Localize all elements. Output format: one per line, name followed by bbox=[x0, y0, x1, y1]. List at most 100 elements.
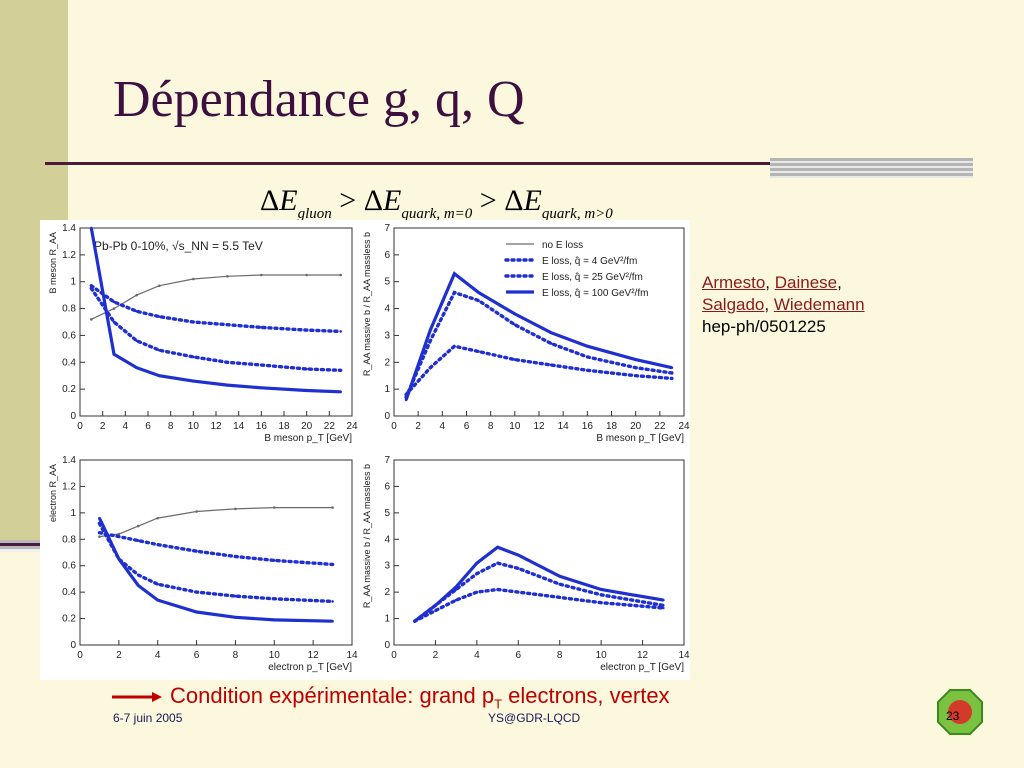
data-point bbox=[117, 535, 121, 538]
data-point bbox=[195, 549, 198, 553]
y-tick-label: 2 bbox=[384, 587, 390, 598]
x-tick-label: 16 bbox=[582, 421, 594, 432]
y-tick-label: 1.4 bbox=[62, 455, 76, 466]
data-point bbox=[158, 284, 161, 288]
x-tick-label: 22 bbox=[324, 421, 336, 432]
x-tick-label: 18 bbox=[606, 421, 618, 432]
y-tick-label: 0 bbox=[384, 640, 390, 651]
x-tick-label: 12 bbox=[308, 650, 320, 661]
plot-annotation: Pb-Pb 0-10%, √s_NN = 5.5 TeV bbox=[94, 239, 263, 253]
x-tick-label: 0 bbox=[391, 650, 397, 661]
x-tick-label: 8 bbox=[488, 421, 494, 432]
y-axis-label: B meson R_AA bbox=[48, 232, 58, 294]
x-tick-label: 4 bbox=[474, 650, 480, 661]
data-point bbox=[305, 389, 308, 392]
data-point bbox=[260, 326, 263, 329]
lab-logo bbox=[937, 689, 983, 735]
x-tick-label: 10 bbox=[509, 421, 521, 432]
data-point bbox=[661, 604, 665, 607]
data-point bbox=[428, 328, 432, 332]
data-point bbox=[586, 344, 589, 348]
x-tick-label: 6 bbox=[194, 650, 200, 661]
data-point bbox=[516, 567, 520, 570]
page-number: 23 bbox=[946, 709, 960, 723]
data-point bbox=[260, 273, 263, 277]
data-point bbox=[331, 506, 334, 509]
data-point bbox=[670, 371, 674, 375]
y-axis-label: R_AA massive b / R_AA massless b bbox=[362, 464, 372, 608]
x-axis-label: B meson p_T [GeV] bbox=[264, 433, 352, 444]
footer-date: 6-7 juin 2005 bbox=[113, 711, 183, 725]
data-point bbox=[98, 516, 101, 520]
data-point bbox=[98, 531, 101, 534]
legend-label: E loss, q̂ = 25 GeV²/fm bbox=[542, 271, 643, 283]
data-point bbox=[136, 573, 140, 577]
x-tick-label: 6 bbox=[516, 650, 522, 661]
series-line bbox=[97, 531, 335, 567]
series-line bbox=[413, 545, 664, 623]
x-tick-label: 20 bbox=[301, 421, 313, 432]
plot-frame bbox=[79, 227, 353, 417]
author-link[interactable]: Dainese bbox=[774, 273, 838, 292]
x-tick-label: 14 bbox=[678, 650, 690, 661]
data-point bbox=[135, 366, 138, 369]
series-line bbox=[99, 507, 333, 538]
data-point bbox=[135, 293, 138, 297]
data-point bbox=[516, 553, 520, 557]
data-point bbox=[192, 277, 195, 281]
x-tick-label: 8 bbox=[557, 650, 563, 661]
x-tick-label: 8 bbox=[168, 421, 174, 432]
y-tick-label: 5 bbox=[384, 508, 390, 519]
y-tick-label: 0 bbox=[70, 640, 76, 651]
series-line bbox=[404, 290, 674, 399]
y-tick-label: 0.8 bbox=[62, 534, 76, 545]
data-point bbox=[496, 545, 499, 549]
author-link[interactable]: Armesto bbox=[702, 273, 766, 292]
data-point bbox=[331, 619, 334, 623]
data-point bbox=[234, 507, 237, 511]
data-point bbox=[90, 287, 93, 290]
x-tick-label: 0 bbox=[77, 650, 83, 661]
y-tick-label: 6 bbox=[384, 250, 390, 261]
x-axis-label: electron p_T [GeV] bbox=[268, 662, 352, 673]
author-link[interactable]: Wiedemann bbox=[773, 295, 865, 314]
data-point bbox=[549, 363, 553, 367]
data-point bbox=[117, 532, 121, 536]
data-point bbox=[331, 600, 334, 603]
x-tick-label: 4 bbox=[440, 421, 446, 432]
data-point bbox=[260, 363, 263, 367]
x-tick-label: 24 bbox=[678, 421, 690, 432]
author-link[interactable]: Salgado bbox=[702, 295, 765, 314]
y-tick-label: 4 bbox=[384, 534, 390, 545]
footer-venue: YS@GDR-LQCD bbox=[488, 711, 581, 725]
data-point bbox=[634, 366, 637, 369]
data-point bbox=[339, 369, 342, 372]
data-point bbox=[226, 275, 229, 278]
y-axis-label: electron R_AA bbox=[48, 464, 58, 522]
plot-frame bbox=[79, 459, 353, 646]
data-point bbox=[158, 315, 161, 318]
data-point bbox=[260, 386, 263, 390]
data-point bbox=[339, 273, 342, 277]
data-point bbox=[112, 300, 116, 304]
data-point bbox=[226, 323, 229, 326]
x-tick-label: 10 bbox=[269, 650, 281, 661]
x-tick-label: 6 bbox=[145, 421, 151, 432]
data-point bbox=[195, 590, 198, 594]
x-tick-label: 12 bbox=[210, 421, 222, 432]
y-tick-label: 1 bbox=[70, 277, 76, 288]
data-point bbox=[195, 610, 198, 614]
data-point bbox=[234, 555, 237, 558]
slide-title: Dépendance g, q, Q bbox=[113, 71, 525, 128]
data-point bbox=[516, 590, 520, 594]
data-point bbox=[670, 366, 674, 369]
data-point bbox=[453, 344, 456, 348]
y-tick-label: 1 bbox=[384, 614, 390, 625]
data-point bbox=[135, 339, 138, 343]
x-tick-label: 10 bbox=[188, 421, 200, 432]
data-point bbox=[413, 619, 417, 623]
data-point bbox=[117, 557, 121, 561]
y-tick-label: 2 bbox=[384, 357, 390, 368]
data-point bbox=[158, 348, 161, 352]
data-point bbox=[156, 582, 160, 586]
